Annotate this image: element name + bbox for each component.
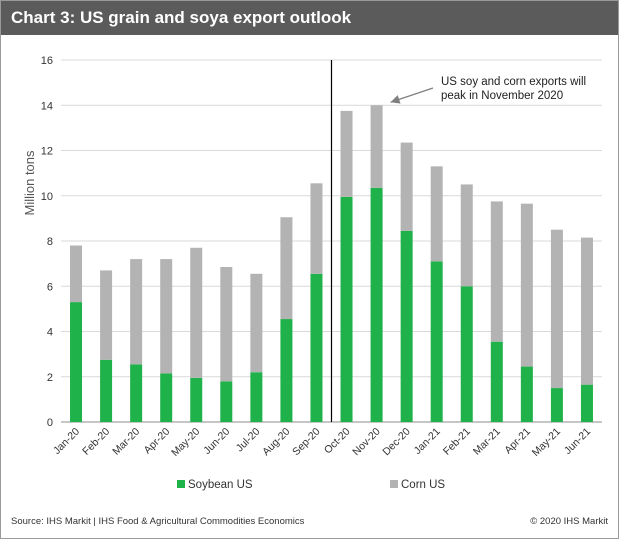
bar-corn bbox=[490, 201, 503, 342]
x-tick-label: Dec-20 bbox=[380, 426, 413, 459]
x-tick-label: Apr-21 bbox=[502, 426, 533, 457]
bar-corn bbox=[400, 142, 413, 231]
x-tick-label: Mar-21 bbox=[471, 426, 503, 458]
bar-corn bbox=[580, 237, 593, 385]
copyright-note: © 2020 IHS Markit bbox=[530, 516, 608, 527]
bar-corn bbox=[100, 270, 113, 360]
x-tick-label: May-20 bbox=[169, 426, 202, 459]
x-tick-label: Aug-20 bbox=[260, 426, 293, 459]
x-tick-label: Jan-21 bbox=[412, 426, 443, 457]
legend-label: Corn US bbox=[401, 479, 445, 491]
bar-soybean bbox=[430, 261, 443, 422]
source-note: Source: IHS Markit | IHS Food & Agricult… bbox=[11, 516, 305, 527]
legend-label: Soybean US bbox=[188, 479, 253, 491]
x-tick-label: Jun-21 bbox=[562, 426, 593, 457]
x-tick-label: Jun-20 bbox=[201, 426, 232, 457]
bar-soybean bbox=[280, 319, 293, 422]
bar-corn bbox=[250, 273, 263, 373]
annotation-text: peak in November 2020 bbox=[441, 90, 563, 102]
bar-soybean bbox=[520, 366, 533, 422]
legend-swatch bbox=[390, 480, 398, 488]
y-axis-title: Million tons bbox=[22, 150, 37, 216]
x-tick-label: Apr-20 bbox=[142, 426, 173, 457]
legend-swatch bbox=[177, 480, 185, 488]
x-tick-label: Mar-20 bbox=[110, 426, 142, 458]
x-tick-label: Nov-20 bbox=[350, 426, 383, 459]
bar-corn bbox=[310, 183, 323, 274]
bar-soybean bbox=[70, 302, 83, 422]
y-tick-label: 2 bbox=[47, 372, 53, 384]
bar-soybean bbox=[370, 187, 383, 422]
bar-corn bbox=[160, 259, 173, 374]
bar-corn bbox=[340, 110, 353, 197]
y-tick-label: 16 bbox=[41, 55, 53, 67]
bar-soybean bbox=[580, 384, 593, 422]
y-tick-label: 8 bbox=[47, 236, 53, 248]
bar-corn bbox=[460, 184, 473, 287]
x-tick-label: Sep-20 bbox=[290, 426, 323, 459]
x-tick-label: Feb-20 bbox=[80, 426, 112, 458]
bar-soybean bbox=[220, 381, 233, 422]
y-tick-label: 4 bbox=[47, 327, 53, 339]
bar-corn bbox=[520, 203, 533, 367]
x-tick-label: May-21 bbox=[530, 426, 563, 459]
bar-corn bbox=[220, 267, 233, 382]
bar-soybean bbox=[100, 359, 113, 422]
x-tick-label: Jul-20 bbox=[234, 426, 263, 455]
bar-corn bbox=[70, 245, 83, 303]
y-tick-label: 0 bbox=[47, 417, 53, 429]
bar-corn bbox=[430, 166, 443, 262]
bar-corn bbox=[280, 217, 293, 320]
y-tick-label: 10 bbox=[41, 191, 53, 203]
x-tick-label: Feb-21 bbox=[441, 426, 473, 458]
bar-soybean bbox=[190, 377, 203, 422]
bar-soybean bbox=[310, 273, 323, 422]
bar-soybean bbox=[130, 364, 143, 422]
bar-corn bbox=[190, 247, 203, 378]
annotation-arrowhead bbox=[390, 95, 401, 104]
y-tick-label: 14 bbox=[41, 100, 53, 112]
chart-header: Chart 3: US grain and soya export outloo… bbox=[1, 1, 618, 35]
x-tick-label: Jan-20 bbox=[51, 426, 82, 457]
bar-soybean bbox=[460, 286, 473, 422]
bar-soybean bbox=[490, 341, 503, 422]
bar-soybean bbox=[160, 373, 173, 422]
bar-corn bbox=[370, 105, 383, 188]
y-tick-label: 6 bbox=[47, 281, 53, 293]
chart-title: Chart 3: US grain and soya export outloo… bbox=[11, 8, 352, 27]
x-tick-label: Oct-20 bbox=[322, 426, 353, 457]
annotation-text: US soy and corn exports will bbox=[441, 76, 586, 88]
bar-soybean bbox=[550, 388, 563, 422]
bar-corn bbox=[130, 259, 143, 365]
y-tick-label: 12 bbox=[41, 146, 53, 158]
bar-soybean bbox=[400, 230, 413, 422]
bar-corn bbox=[550, 229, 563, 389]
bar-soybean bbox=[340, 196, 353, 422]
bar-soybean bbox=[250, 372, 263, 422]
